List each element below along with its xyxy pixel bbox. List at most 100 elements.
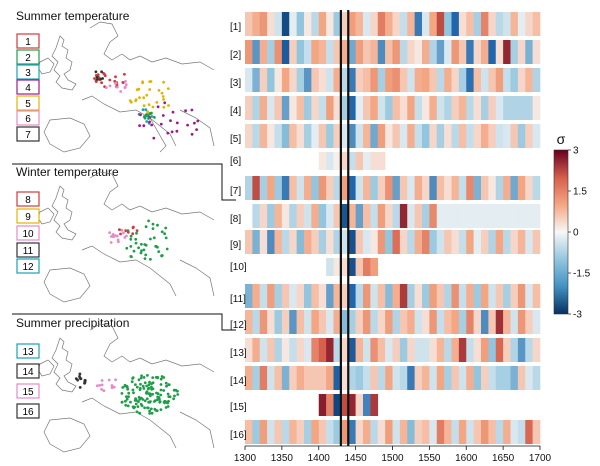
heatmap-cell-r11-1310: [252, 284, 261, 308]
heatmap-cell-r2-1360: [289, 40, 297, 64]
heatmap-cell-r13-1670: [517, 338, 526, 362]
station-dot: [140, 374, 144, 378]
station-dot: [147, 386, 151, 390]
heatmap-cell-r8-1390: [311, 204, 320, 228]
heatmap-cell-r3-1490: [385, 68, 393, 92]
heatmap-cell-r3-1560: [436, 68, 445, 92]
heatmap-cell-r13-1630: [488, 338, 497, 362]
heatmap-cell-r9-1430: [340, 230, 349, 254]
station-dot: [102, 71, 105, 75]
heatmap-cell-r11-1630: [488, 284, 497, 308]
heatmap-cell-r5-1520: [407, 124, 415, 148]
heatmap-cell-r1-1330: [267, 12, 275, 36]
heatmap-cell-r9-1580: [451, 230, 460, 254]
station-dot: [100, 388, 103, 391]
heatmap-cell-r8-1440: [348, 204, 356, 228]
station-dot: [135, 231, 138, 235]
heatmap-cell-r1-1360: [289, 12, 297, 36]
station-dot: [149, 407, 153, 411]
station-dot: [150, 385, 153, 389]
heatmap-cell-r6-1420: [333, 152, 342, 170]
heatmap-cell-r16-1650: [503, 420, 511, 444]
heatmap-cell-r9-1370: [296, 230, 305, 254]
station-dot: [148, 380, 151, 384]
station-dot: [125, 246, 129, 250]
station-dot: [150, 115, 154, 118]
station-dot: [159, 408, 163, 411]
heatmap-cell-r14-1650: [503, 366, 511, 390]
heatmap-cell-r16-1550: [429, 420, 438, 444]
heatmap-cell-r1-1370: [296, 12, 305, 36]
heatmap-cell-r16-1660: [510, 420, 519, 444]
station-dot: [114, 378, 117, 382]
station-dot: [126, 230, 130, 234]
station-dot: [132, 249, 136, 253]
heatmap-cell-r2-1450: [355, 40, 364, 64]
station-dot: [161, 95, 165, 98]
station-dot: [107, 378, 111, 382]
heatmap-cell-r6-1460: [363, 152, 371, 170]
station-dot: [159, 122, 163, 126]
heatmap-cell-r12-1370: [296, 310, 305, 334]
legend-box-16: [16, 403, 40, 419]
station-dot: [135, 229, 139, 233]
heatmap-cell-r1-1400: [318, 12, 327, 36]
station-dot: [142, 96, 146, 100]
heatmap-cell-r7-1620: [481, 176, 489, 200]
station-dot: [158, 400, 162, 403]
heatmap-cell-r2-1340: [274, 40, 283, 64]
heatmap-cell-r11-1390: [311, 284, 320, 308]
heatmap-cell-r10-1450: [355, 258, 364, 276]
heatmap-cell-r15-1460: [363, 394, 371, 416]
heatmap-cell-r7-1520: [407, 176, 415, 200]
station-dot: [151, 376, 155, 379]
heatmap-cell-r14-1540: [422, 366, 430, 390]
row-label-5: [5]: [230, 134, 241, 145]
heatmap-cell-r6-1440: [348, 152, 356, 170]
heatmap-cell-r2-1500: [392, 40, 401, 64]
legend-box-9: [16, 208, 40, 224]
heatmap-cell-r13-1320: [259, 338, 268, 362]
heatmap-cell-r16-1530: [414, 420, 423, 444]
section-title-summer-precipitation: Summer precipitation: [16, 316, 129, 330]
heatmap-cell-r4-1640: [495, 96, 504, 120]
legend-label-3: 3: [25, 68, 31, 79]
x-tick-label-1500: 1500: [381, 453, 404, 464]
heatmap-cell-r16-1460: [363, 420, 371, 444]
station-dot: [124, 403, 128, 407]
heatmap-cell-r6-1450: [355, 152, 364, 170]
heatmap-cell-r13-1400: [318, 338, 327, 362]
heatmap-cell-r3-1310: [252, 68, 261, 92]
heatmap-cell-r13-1360: [289, 338, 297, 362]
heatmap-cell-r12-1350: [281, 310, 290, 334]
heatmap-cell-r12-1360: [289, 310, 297, 334]
heatmap-cell-r16-1320: [259, 420, 268, 444]
heatmap-cell-r2-1600: [466, 40, 474, 64]
heatmap-cell-r13-1340: [274, 338, 283, 362]
station-dot: [138, 96, 141, 99]
station-dot: [144, 225, 148, 229]
legend-label-12: 12: [22, 262, 34, 273]
station-dot: [129, 234, 133, 238]
heatmap-cell-r1-1590: [458, 12, 467, 36]
heatmap-cell-r7-1340: [274, 176, 283, 200]
station-dot: [141, 384, 145, 388]
station-dot: [175, 129, 179, 133]
heatmap-cell-r13-1660: [510, 338, 519, 362]
heatmap-cell-r2-1620: [481, 40, 489, 64]
colorbar-tick--3: -3: [573, 310, 582, 321]
station-dot: [129, 400, 132, 404]
station-dot: [78, 386, 82, 389]
heatmap-cell-r11-1460: [363, 284, 371, 308]
station-dot: [169, 119, 172, 122]
station-dot: [138, 411, 142, 415]
station-dot: [126, 387, 130, 391]
legend-box-14: [16, 363, 40, 379]
colorbar-gradient: [553, 149, 569, 315]
heatmap-cell-r8-1370: [296, 204, 305, 228]
heatmap-cell-r4-1500: [392, 96, 401, 120]
heatmap-cell-r14-1300: [245, 366, 253, 390]
row-label-13: [13]: [230, 348, 247, 359]
heatmap-cell-r1-1430: [340, 12, 349, 36]
